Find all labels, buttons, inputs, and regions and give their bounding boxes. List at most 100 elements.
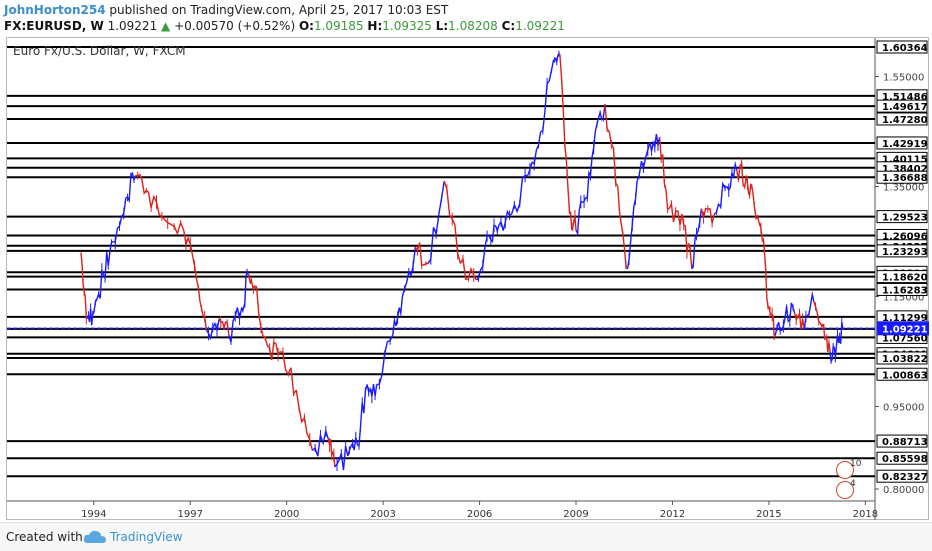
created-with-text: Created with: [6, 530, 83, 544]
published-text: published on TradingView.com, April 25, …: [109, 3, 449, 17]
price-segment: [768, 307, 776, 338]
level-label: 1.26096: [882, 231, 928, 242]
level-label: 1.36688: [882, 173, 928, 184]
price-segment: [559, 54, 571, 215]
price-segment: [295, 389, 314, 451]
price-segment: [736, 161, 748, 188]
price-segment: [569, 212, 577, 231]
y-tick-label: 1.55000: [883, 73, 924, 84]
level-label: 0.88713: [882, 437, 928, 448]
event-badge-bottom-icon[interactable]: [836, 481, 854, 499]
level-label-box: [876, 282, 928, 296]
quote-line: FX:EURUSD, W 1.09221 ▲ +0.00570 (+0.52%)…: [4, 19, 565, 33]
level-label: 1.60364: [882, 43, 928, 54]
price-segment: [700, 207, 715, 224]
price-segment: [658, 136, 670, 210]
price-segment: [163, 219, 185, 236]
price-segment: [822, 323, 831, 353]
y-tick-label: 0.80000: [883, 485, 924, 496]
last-price: 1.09221: [107, 19, 158, 33]
price-segment: [196, 279, 207, 330]
price-segment: [366, 384, 378, 397]
price-segment: [443, 180, 461, 264]
symbol-label: FX:EURUSD, W: [4, 19, 104, 33]
price-segment: [594, 103, 606, 132]
level-label-box: [876, 170, 928, 184]
event-badge-top-icon[interactable]: [836, 461, 854, 479]
price-segment: [813, 301, 825, 329]
price-segment: [311, 428, 330, 457]
tradingview-link[interactable]: TradingView: [110, 530, 183, 544]
price-segment: [125, 171, 137, 204]
low-value: 1.08208: [448, 19, 498, 33]
level-label: 1.23293: [882, 247, 928, 258]
price-segment: [604, 103, 619, 187]
close-label: C:: [501, 19, 516, 33]
price-segment: [112, 197, 127, 244]
level-label: 1.11299: [882, 313, 928, 324]
x-tick-label: 2015: [756, 509, 781, 520]
price-segment: [762, 240, 770, 308]
price-segment: [488, 224, 500, 243]
low-label: L:: [435, 19, 449, 33]
price-segment: [649, 134, 661, 152]
price-chart[interactable]: 1.55000 1.35000 1.15000 0.95000 0.80000 1994 1…: [0, 0, 932, 522]
x-tick-label: 2006: [467, 509, 492, 520]
level-label: 1.29523: [882, 213, 928, 224]
open-value: 1.09185: [313, 19, 364, 33]
close-value: 1.09221: [515, 19, 565, 33]
price-segment: [745, 175, 754, 196]
x-tick-label: 2012: [660, 509, 685, 520]
chart-frame: [6, 37, 929, 520]
level-label-box: [876, 244, 928, 258]
x-tick-label: 2009: [563, 509, 588, 520]
price-segment: [617, 186, 629, 270]
price-segment: [427, 180, 445, 264]
y-tick-label: 1.35000: [883, 183, 924, 194]
x-tick-label: 2018: [853, 509, 878, 520]
footer: Created with TradingView: [0, 522, 932, 551]
level-label: 0.85598: [882, 454, 928, 465]
price-segment: [511, 174, 528, 215]
price-segment: [553, 52, 561, 63]
level-label-box: [876, 99, 928, 113]
price-segment: [80, 252, 88, 320]
level-label: 1.51486: [882, 92, 928, 103]
chart-header: JohnHorton254 published on TradingView.c…: [0, 0, 932, 36]
price-segment: [280, 350, 297, 396]
high-value: 1.09325: [382, 19, 432, 33]
level-label: 1.16283: [882, 285, 928, 296]
level-label: 1.40115: [882, 154, 928, 165]
price-segment: [357, 384, 368, 448]
level-label: 1.07560: [882, 333, 928, 344]
level-label: 1.00863: [882, 370, 928, 381]
price-segment: [253, 285, 269, 347]
event-badge-top-count: 10: [850, 459, 862, 469]
price-segment: [401, 246, 416, 297]
price-segment: [626, 180, 638, 270]
level-label: 1.49617: [882, 102, 928, 113]
price-segment: [183, 230, 198, 281]
price-segment: [793, 310, 805, 330]
x-tick-label: 2000: [274, 509, 299, 520]
event-badge-bottom-count: 4: [850, 479, 856, 489]
price-segment: [540, 59, 555, 133]
price-segment: [147, 191, 166, 220]
price-segment: [498, 209, 513, 231]
price-segment: [218, 318, 230, 336]
price-segment: [726, 164, 738, 192]
x-tick-label: 1994: [81, 509, 106, 520]
level-label: 1.38402: [882, 164, 928, 175]
price-segment: [829, 344, 838, 364]
level-label-box: [876, 210, 928, 224]
price-segment: [86, 308, 95, 326]
price-segment: [713, 181, 728, 215]
level-label-box: [876, 270, 928, 284]
price-segment: [228, 307, 243, 343]
author-link[interactable]: JohnHorton254: [4, 3, 106, 17]
high-label: H:: [367, 19, 383, 33]
level-label-box: [876, 451, 928, 465]
price-segment: [752, 191, 764, 242]
price-segment: [392, 296, 404, 336]
level-label: 1.18620: [882, 273, 928, 284]
